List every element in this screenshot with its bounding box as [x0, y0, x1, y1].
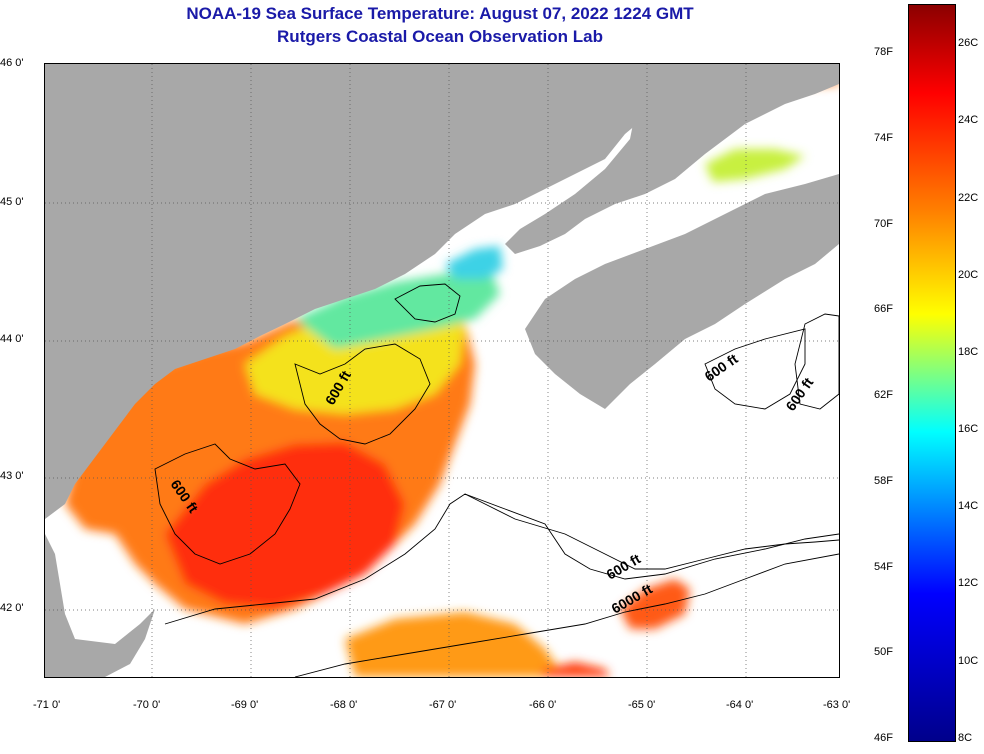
contour-6000ft — [294, 553, 839, 677]
cb-f-label: 70F — [874, 218, 893, 230]
contour-600ft-east — [464, 493, 839, 580]
sst-south-red-patch — [540, 662, 610, 677]
sst-south-patch — [345, 612, 565, 677]
cb-c-label: 26C — [958, 37, 979, 49]
lon-label-69: -69 0' — [231, 699, 259, 711]
land-new-brunswick — [505, 64, 839, 254]
land-new-england — [45, 64, 705, 519]
lon-label-66: -66 0' — [529, 699, 557, 711]
lat-label-44: 44 0' — [0, 333, 24, 345]
cb-c-label: 8C — [958, 732, 973, 744]
contour-label-ne-right: 600 ft — [782, 374, 816, 413]
lon-label-68: -68 0' — [330, 699, 358, 711]
cb-c-label: 12C — [958, 577, 979, 589]
grid-lines — [45, 64, 839, 677]
sst-bay-of-fundy-patch — [705, 149, 805, 182]
cb-f-label: 62F — [874, 389, 893, 401]
colorbar-gradient — [909, 5, 955, 741]
cb-f-label: 58F — [874, 475, 893, 487]
cb-f-label: 74F — [874, 132, 893, 144]
cb-f-label: 50F — [874, 646, 893, 658]
sst-cold-patch — [445, 246, 503, 279]
cb-c-label: 16C — [958, 423, 979, 435]
contour-600ft-ne-1 — [704, 328, 806, 410]
contour-600ft-ne-2 — [794, 313, 839, 410]
map-title: NOAA-19 Sea Surface Temperature: August … — [186, 4, 694, 23]
land-cape-cod — [45, 534, 155, 677]
lat-label-42: 42 0' — [0, 602, 24, 614]
contour-shelf-break — [164, 493, 839, 625]
depth-contours — [154, 283, 839, 677]
sst-map: 600 ft 600 ft 600 ft 600 ft 600 ft 6000 … — [44, 63, 840, 678]
cb-f-label: 54F — [874, 561, 893, 573]
lon-label-71: -71 0' — [33, 699, 61, 711]
lat-label-45: 45 0' — [0, 196, 24, 208]
cb-c-label: 18C — [958, 346, 979, 358]
contour-600ft-gulf-3 — [394, 283, 461, 323]
cb-c-label: 10C — [958, 655, 979, 667]
lon-label-70: -70 0' — [133, 699, 161, 711]
temperature-colorbar — [908, 4, 956, 742]
cb-f-label: 78F — [874, 46, 893, 58]
cb-c-label: 20C — [958, 269, 979, 281]
sst-red-core — [165, 442, 405, 609]
cb-c-label: 24C — [958, 114, 979, 126]
contour-600ft-gulf-1 — [154, 443, 301, 565]
lon-label-65: -65 0' — [628, 699, 656, 711]
lon-label-67: -67 0' — [429, 699, 457, 711]
lat-label-46: 46 0' — [0, 57, 24, 69]
cb-c-label: 14C — [958, 500, 979, 512]
land-layer — [45, 64, 839, 677]
lat-label-43: 43 0' — [0, 470, 24, 482]
cb-f-label: 46F — [874, 732, 893, 744]
cb-f-label: 66F — [874, 303, 893, 315]
map-subtitle: Rutgers Coastal Ocean Observation Lab — [277, 27, 603, 46]
sst-map-svg: 600 ft 600 ft 600 ft 600 ft 600 ft 6000 … — [45, 64, 839, 677]
cb-c-label: 22C — [958, 192, 979, 204]
lon-label-63: -63 0' — [823, 699, 851, 711]
land-nova-scotia — [525, 174, 839, 409]
contour-600ft-gulf-2 — [294, 343, 431, 445]
sst-east-patch — [620, 579, 690, 629]
lon-label-64: -64 0' — [726, 699, 754, 711]
contour-label-ne-left: 600 ft — [702, 350, 741, 384]
